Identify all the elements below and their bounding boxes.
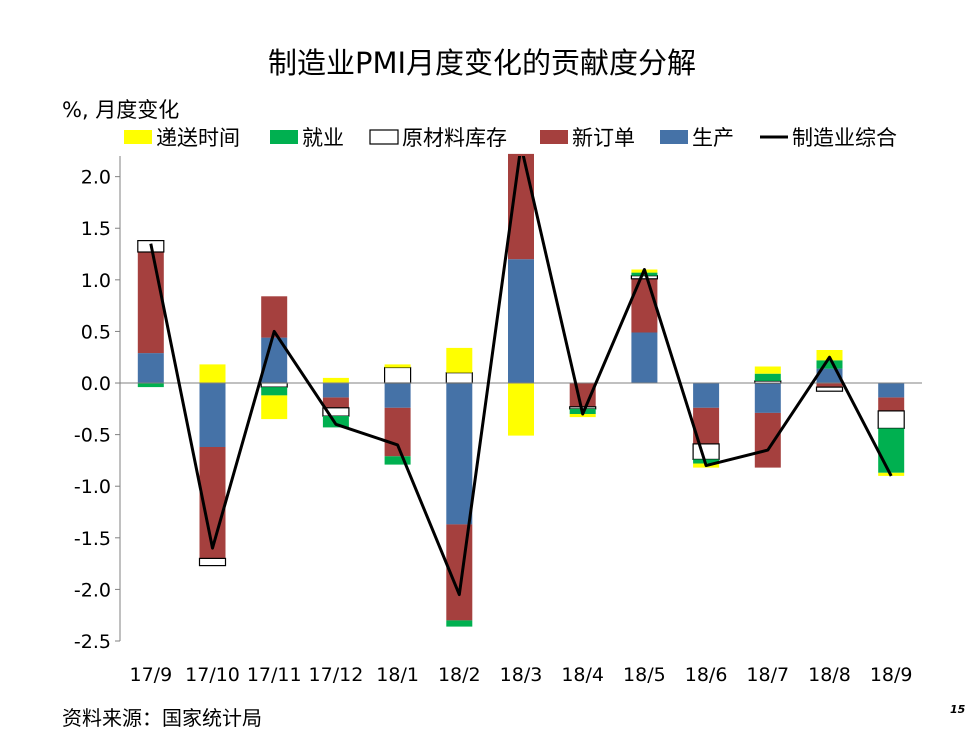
legend: 递送时间 就业 原材料库存 新订单 生产 制造业综合 [124, 126, 897, 150]
legend-swatch [369, 129, 399, 145]
legend-swatch [540, 130, 568, 144]
bar-segment [631, 332, 658, 384]
legend-label: 新订单 [572, 126, 635, 150]
page-number: 15 [950, 703, 966, 716]
y-tick-label: -0.5 [74, 425, 111, 447]
bar-segment [445, 372, 473, 384]
bar-segment [137, 383, 164, 388]
x-tick-label: 17/11 [247, 664, 302, 686]
bar-segment [508, 383, 534, 436]
y-tick-label: 0.5 [81, 321, 111, 343]
legend-label: 递送时间 [156, 126, 240, 150]
bar-segment [631, 278, 658, 333]
bar-segment [692, 443, 720, 460]
bar-segment [199, 364, 226, 383]
bar-segment [199, 383, 226, 447]
legend-label: 原材料库存 [402, 126, 507, 150]
bar-segment [322, 377, 349, 384]
y-tick-label: 1.5 [81, 218, 111, 240]
bar-segment [261, 395, 288, 420]
bar-segment [816, 360, 843, 369]
bar-segment [384, 364, 411, 368]
bar-segment [630, 275, 659, 280]
bar-segment [322, 397, 349, 408]
bar-segment [816, 350, 843, 361]
x-tick-label: 18/3 [500, 664, 543, 686]
bar-segment [754, 366, 781, 374]
legend-swatch [660, 130, 688, 144]
y-tick-label: 2.0 [81, 167, 111, 189]
bar-segment [384, 383, 411, 408]
bar-segment [446, 383, 473, 525]
legend-label: 就业 [302, 126, 344, 150]
legend-swatch [270, 130, 298, 144]
bar-segment [446, 347, 473, 373]
bar-segment [137, 353, 164, 383]
bar-segment [816, 383, 843, 388]
bar-segment [384, 366, 412, 384]
bar-segment [384, 407, 411, 457]
x-tick-label: 18/5 [623, 664, 666, 686]
bar-segment [693, 383, 720, 408]
y-tick-label: 1.0 [81, 270, 111, 292]
bar-segment [878, 383, 905, 398]
bar-segment [877, 410, 905, 429]
bar-segment [260, 382, 288, 388]
x-tick-label: 17/10 [185, 664, 240, 686]
y-tick-label: 0.0 [81, 373, 111, 395]
bar-segment [878, 428, 905, 473]
x-tick-label: 17/9 [130, 664, 173, 686]
bar-segment [446, 620, 473, 627]
composite-line [149, 156, 893, 597]
legend-label: 制造业综合 [792, 126, 897, 150]
x-tick-label: 18/8 [808, 664, 851, 686]
bar-segment [137, 252, 164, 354]
y-tick-label: -2.5 [74, 631, 111, 653]
bar-segment [815, 386, 844, 392]
x-tick-label: 18/9 [870, 664, 913, 686]
bar-segment [878, 397, 905, 411]
legend-swatch [124, 130, 152, 144]
x-tick-label: 18/7 [746, 664, 789, 686]
y-axis-unit-label: %, 月度变化 [62, 98, 179, 122]
chart-title: 制造业PMI月度变化的贡献度分解 [268, 46, 696, 80]
bar-segment [384, 456, 411, 465]
bar-segment [754, 373, 781, 381]
bar-segment [198, 557, 227, 567]
bar-segment [508, 259, 534, 383]
y-tick-label: -2.0 [74, 579, 111, 601]
bar-segment [754, 383, 781, 413]
x-tick-label: 18/6 [685, 664, 728, 686]
plot-area: -2.5 -2.0 -1.5 -1.0 -0.5 0.0 0.5 1.0 1.5 2.0 17/9 1… [74, 153, 922, 686]
legend-label: 生产 [692, 126, 734, 150]
source-note: 资料来源：国家统计局 [62, 706, 262, 730]
y-tick-label: -1.5 [74, 528, 111, 550]
bar-segment [569, 414, 596, 418]
x-tick-label: 17/12 [309, 664, 364, 686]
y-tick-label: -1.0 [74, 476, 111, 498]
bar-segment [754, 412, 781, 468]
x-tick-label: 18/4 [561, 664, 604, 686]
x-tick-label: 18/1 [376, 664, 419, 686]
bar-segment [261, 387, 288, 396]
bar-segment [322, 383, 349, 398]
x-tick-label: 18/2 [438, 664, 481, 686]
